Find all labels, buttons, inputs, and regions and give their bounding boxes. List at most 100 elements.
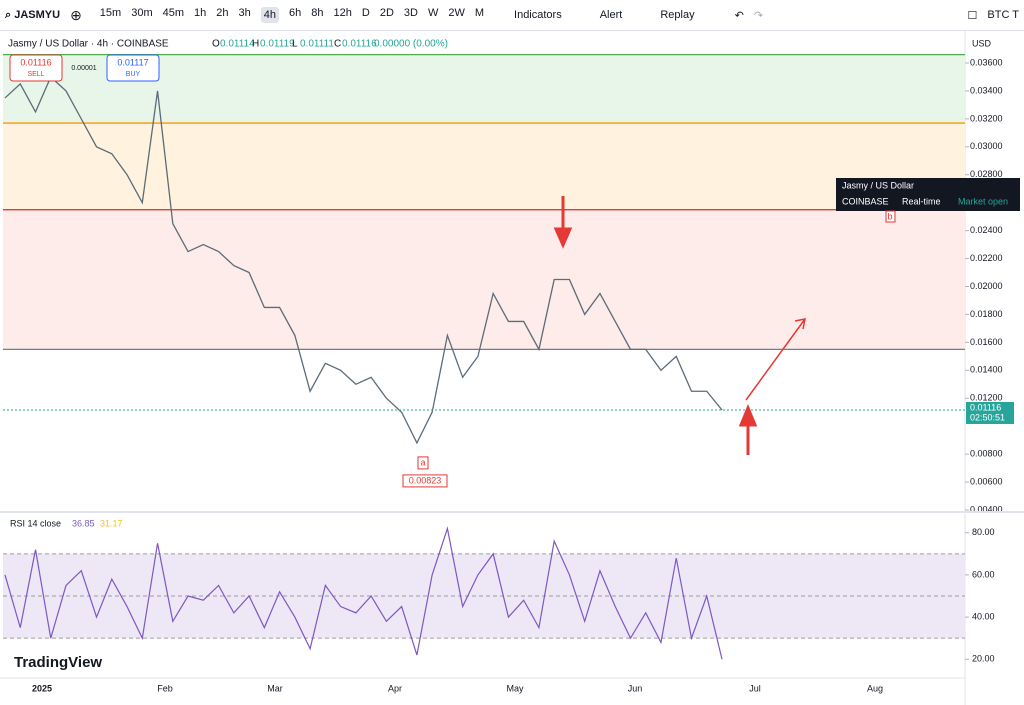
low-marker: a [420,457,425,467]
interval[interactable]: 45m [162,7,185,19]
interval[interactable]: 30m [131,7,153,19]
chart: USD 0.03600 0.03400 0.03200 0.03000 0.02800 0.… [0,31,1024,705]
y-tick-label: 0.03600 [970,57,1003,67]
legend-item: L [292,39,298,50]
tool-buttons: Indicators Alert Replay [509,9,700,21]
compare-symbol[interactable]: BTC T [987,9,1019,21]
marker-b: b [887,211,892,221]
interval[interactable]: 6h [289,7,302,19]
arrow-up [738,404,758,455]
y-tick-label: 0.00600 [970,476,1003,486]
x-tick-label: Aug [867,683,883,693]
rsi-title: RSI 14 close [10,518,61,528]
sell-button[interactable] [9,54,63,82]
arrow-diag [745,318,806,401]
y-tick-label: 0.03400 [970,85,1003,95]
interval[interactable]: 12h [333,7,352,19]
marker-b-box [885,210,896,223]
interval[interactable]: 8h [311,7,324,19]
legend-item: O [212,39,220,50]
rsi-tick-label: 20.00 [972,654,995,664]
add-symbol[interactable]: ⊕ [70,6,82,23]
legend-item: C [334,39,341,50]
compare[interactable]: ☐ [967,9,978,22]
legend-item: 0.01116 [342,39,377,50]
level-zone [3,54,965,124]
low-marker-box [417,456,429,470]
toolbar-button[interactable]: Replay [660,9,695,21]
y-tick-label: 0.03000 [970,141,1003,151]
symbol: JASMYU [14,8,61,21]
y-tick-label: 0.00800 [970,449,1003,459]
rsi-value: 36.85 [72,518,95,528]
legend-item: 0.01114 [220,39,255,50]
currency: USD [972,38,992,48]
sell-price: 0.01116 [20,57,51,67]
rsi-tick-label: 60.00 [972,569,995,579]
buy-price: 0.01117 [117,57,148,67]
interval[interactable]: 2W [448,7,465,19]
legend-item: 0.00000 (0.00%) [374,39,448,50]
tooltip-title: Jasmy / US Dollar [842,180,914,190]
interval[interactable]: 3D [403,7,418,19]
interval[interactable]: W [427,7,439,19]
x-tick-label: 2025 [32,683,52,693]
y-tick-label: 0.01800 [970,309,1003,319]
y-tick-label: 0.02800 [970,169,1003,179]
toolbar-button[interactable]: Alert [599,9,623,21]
x-tick-label: Mar [267,683,283,693]
sell-label: SELL [27,71,44,78]
tooltip-box [836,178,1020,211]
interval[interactable]: M [474,7,485,19]
countdown: 02:50:51 [970,412,1005,422]
x-tick-label: Feb [157,683,173,693]
tooltip-exchange: COINBASE [842,196,889,206]
price-axis-bg [965,31,1024,705]
x-tick-label: May [506,683,524,693]
y-tick-label: 0.01400 [970,365,1003,375]
rsi-tick-label: 40.00 [972,611,995,621]
rsi-tick-label: 80.00 [972,527,995,537]
y-tick-label: 0.03200 [970,113,1003,123]
redo[interactable]: ↷ [753,9,764,22]
rsi-line [4,526,723,660]
spread: 0.00001 [71,65,96,72]
y-tick-label: 0.02000 [970,281,1003,291]
interval[interactable]: 4h [260,7,280,23]
logo: TradingView [14,654,102,671]
undo[interactable]: ↶ [734,9,744,22]
y-tick-label: 0.01200 [970,393,1003,403]
toolbar-button[interactable]: Indicators [514,9,562,21]
arrow-down [553,196,573,249]
interval[interactable]: 15m [99,7,122,19]
tooltip-feed: Real-time [902,196,941,206]
tooltip-status: Market open [958,196,1008,206]
current-price-box [966,401,1014,424]
interval[interactable]: 3h [238,7,251,19]
buy-button[interactable] [106,54,160,82]
x-tick-label: Apr [388,683,402,693]
x-tick-label: Jun [628,683,643,693]
low-label-box [402,474,448,488]
rsi-ma: 31.17 [100,518,123,528]
y-tick-label: 0.01600 [970,337,1003,347]
buy-label: BUY [126,71,141,78]
interval[interactable]: 2h [216,7,229,19]
level-zone [3,209,965,350]
intervals: 15m 30m 45m 1h 2h 3h 4h 6h 8h 12h D 2D 3D W 2W M [95,7,489,23]
x-tick-label: Jul [749,683,761,693]
symbol-search[interactable]: ⌕ JASMYU [5,8,61,21]
legend-item: 0.01111 [300,39,334,50]
y-tick-label: 0.02400 [970,225,1003,235]
current-price: 0.01116 [970,402,1001,412]
interval[interactable]: 2D [379,7,394,19]
toolbar: ⌕ JASMYU ⊕ 15m 30m 45m 1h 2h 3h 4h 6h 8h 12h D 2D 3D… [0,0,1024,31]
legend-item: Jasmy / US Dollar · 4h · COINBASE [8,39,169,50]
low-label: 0.00823 [409,475,442,485]
interval[interactable]: D [361,7,370,19]
legend-item: 0.01119 [260,39,295,50]
legend-item: H [252,39,259,50]
y-tick-label: 0.00400 [970,504,1003,514]
interval[interactable]: 1h [194,7,207,19]
